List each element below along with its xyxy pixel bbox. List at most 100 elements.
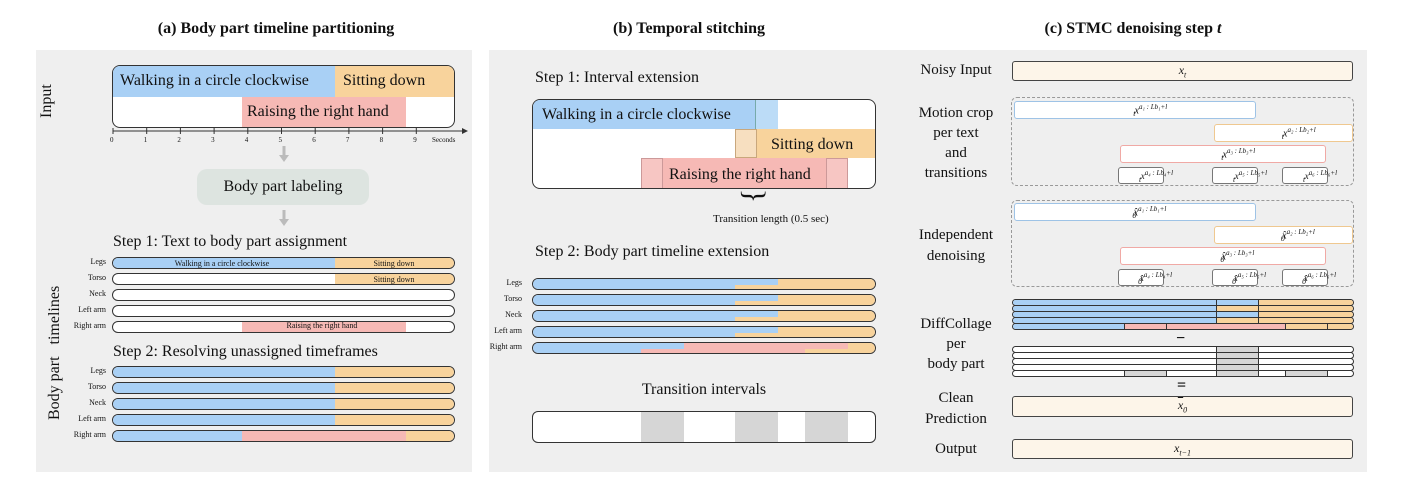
a-step1-segment — [335, 274, 454, 284]
a-step1-row-bar — [112, 305, 455, 317]
axis-tick-label: 6 — [312, 136, 316, 144]
a-step2-segment — [113, 415, 335, 425]
indep-item-box: x̂a₄ : Lb₄+l0 — [1118, 269, 1172, 286]
diffcollage-stack-1 — [1012, 299, 1354, 331]
input-sitting-segment — [335, 66, 454, 97]
b-segment — [778, 327, 875, 337]
dc1-seg — [1216, 300, 1259, 305]
indep-item-math: x̂a₁ : Lb₁+l0 — [1132, 205, 1167, 221]
indep-item-box: x̂a₃ : Lb₃+l0 — [1120, 247, 1326, 265]
a-step2-row-label: Torso — [87, 382, 106, 391]
input-sitting-text: Sitting down — [343, 72, 426, 89]
diffcollage-label: DiffCollage per body part — [920, 316, 992, 372]
dc1-seg — [1216, 318, 1259, 323]
indep-item-box: x̂a₅ : Lb₅+l0 — [1212, 269, 1266, 286]
a-step1-segment — [335, 258, 454, 268]
dc1-seg — [1259, 312, 1353, 317]
panel-c-title-var: t — [1217, 20, 1222, 37]
b-walking-segment — [533, 100, 778, 129]
a-step2-row-bar — [112, 366, 455, 378]
b-segment — [778, 279, 875, 289]
a-step2-segment — [406, 431, 454, 441]
dc1-seg — [1167, 324, 1285, 329]
transition-length-note: Transition length (0.5 sec) — [713, 213, 829, 225]
dc2-row — [1012, 370, 1354, 377]
a-step1-row-bar — [112, 289, 455, 301]
dc1-seg — [1013, 312, 1216, 317]
b-segment — [735, 311, 778, 317]
down-arrow-1 — [279, 146, 289, 162]
noisy-input-math: xt — [1178, 63, 1187, 80]
a-step2-row-bar — [112, 398, 455, 410]
a-step1-row-label: Neck — [89, 289, 106, 298]
body-part-timelines-label: Body part timelines — [46, 285, 63, 420]
b-segment — [805, 343, 848, 349]
crop-item-math: xa₄ : Lb₄+lt — [1139, 169, 1174, 184]
b-raising-text: Raising the right hand — [669, 166, 811, 183]
b-segment — [848, 343, 875, 353]
clean-prediction-box: x0 — [1012, 396, 1353, 417]
panel-b-title: (b) Temporal stitching — [612, 20, 765, 37]
a-step2-segment — [113, 367, 335, 377]
panel-a-step2: Step 2: Resolving unassigned timeframes — [113, 343, 378, 360]
input-walking-segment — [113, 66, 335, 97]
interval-extension-box: Walking in a circle clockwise Sitting do… — [532, 99, 876, 189]
b-row-bar — [532, 278, 876, 290]
body-part-labeling-text: Body part labeling — [223, 178, 343, 195]
dc2-seg — [1285, 371, 1328, 376]
diffcollage-stack-2 — [1012, 346, 1354, 378]
minus-sign: − — [1176, 330, 1186, 347]
a-step2-segment — [113, 431, 242, 441]
a-step1-row-label: Torso — [87, 273, 106, 282]
transition-interval-1 — [641, 412, 684, 442]
b-segment — [533, 327, 735, 337]
a-step1-row-bar — [112, 321, 455, 333]
axis-tick-label: 9 — [413, 136, 417, 144]
b-row-label: Neck — [505, 310, 522, 319]
b-row-label: Legs — [506, 278, 522, 287]
a-step1-row-bar — [112, 273, 455, 285]
dc1-seg — [1259, 300, 1353, 305]
dc1-seg — [1285, 324, 1328, 329]
b-segment — [641, 343, 684, 349]
b-sitting-text: Sitting down — [771, 136, 854, 153]
noisy-input-box: xt — [1012, 61, 1353, 81]
b-segment — [735, 333, 778, 337]
down-arrow-2 — [279, 210, 289, 226]
dc1-seg — [1013, 300, 1216, 305]
independent-denoising-group — [1011, 200, 1354, 287]
dc1-seg — [1216, 312, 1259, 317]
dc1-seg — [1013, 324, 1124, 329]
a-step2-segment — [113, 399, 335, 409]
b-raising-ext-right — [826, 158, 848, 188]
a-torso-orange-label: Sitting down — [373, 275, 415, 284]
motion-crop-label: Motion crop per text and transitions — [918, 105, 994, 181]
crop-item-math: xa₆ : Lb₆+lt — [1303, 169, 1338, 184]
b-segment — [533, 295, 735, 305]
a-step1-segment — [113, 258, 335, 268]
a-step2-segment — [242, 431, 406, 441]
a-step1-segment — [242, 322, 406, 332]
b-segment — [533, 311, 735, 321]
axis-tick-label: 8 — [379, 136, 384, 144]
b-row-bar — [532, 294, 876, 306]
a-step1-row-bar — [112, 257, 455, 269]
b-segment — [735, 327, 778, 333]
a-step2-row-label: Neck — [89, 398, 106, 407]
b-row-bar — [532, 310, 876, 322]
dc2-seg — [1216, 371, 1259, 376]
a-step2-segment — [335, 383, 454, 393]
crop-item-math: xa₁ : Lb₁+lt — [1133, 103, 1168, 119]
crop-item-math: xa₃ : Lb₃+lt — [1221, 147, 1256, 163]
panel-b-step2: Step 2: Body part timeline extension — [535, 243, 770, 260]
b-segment — [641, 349, 684, 353]
b-segment — [805, 349, 848, 353]
b-sitting-extension — [735, 129, 757, 158]
a-step2-row-label: Right arm — [73, 430, 106, 439]
transition-intervals-title: Transition intervals — [641, 381, 767, 398]
dc2-seg — [1216, 365, 1259, 370]
b-row-label: Right arm — [489, 342, 522, 351]
b-segment — [735, 285, 778, 289]
b-segment — [533, 343, 641, 353]
dc2-seg — [1216, 359, 1259, 364]
